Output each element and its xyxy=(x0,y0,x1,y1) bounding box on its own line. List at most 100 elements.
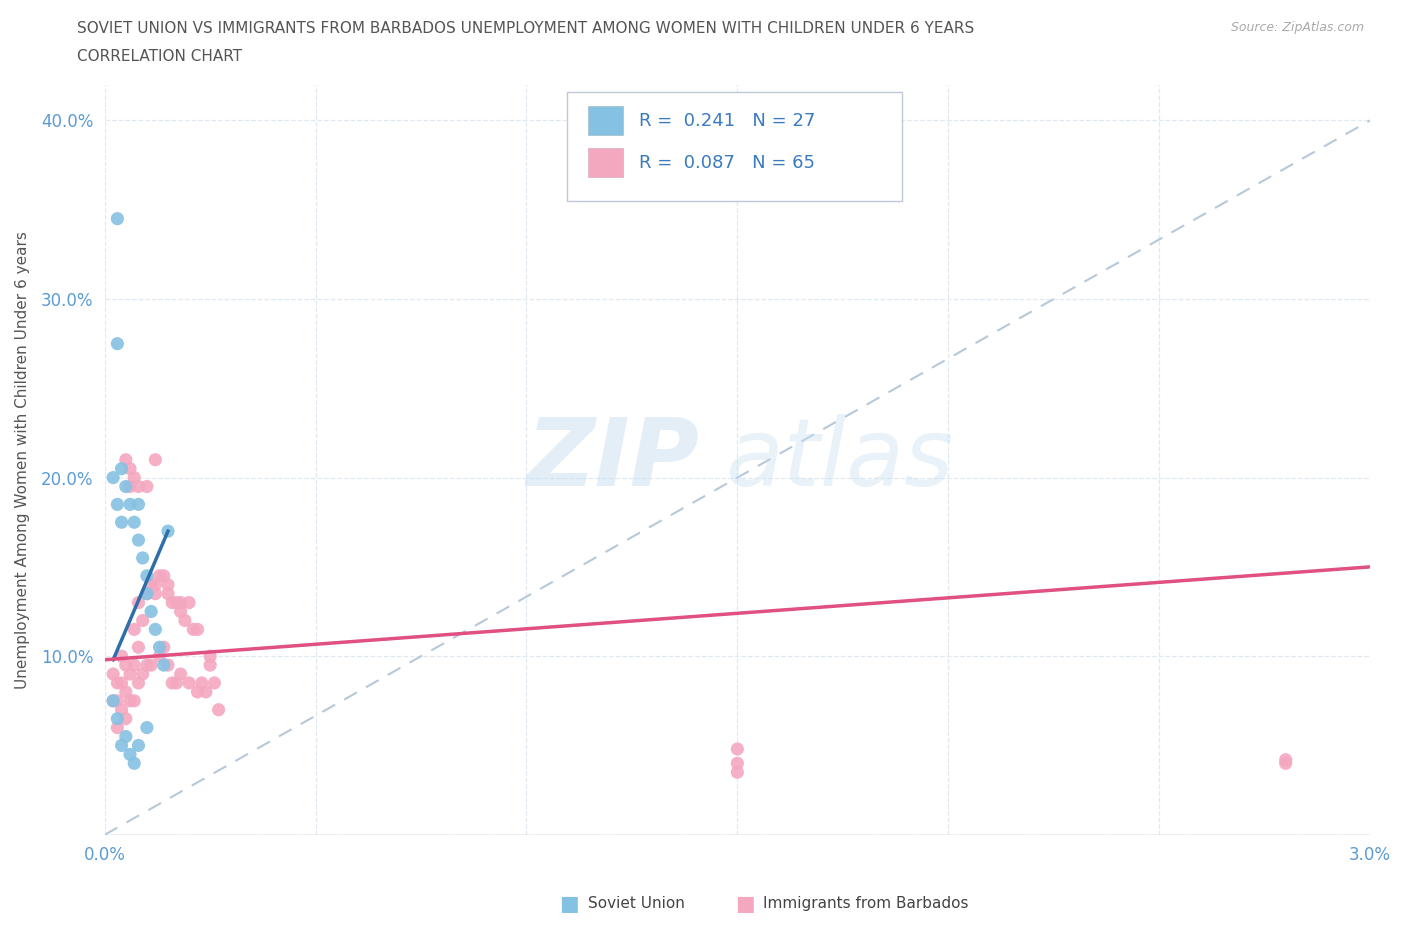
Point xyxy=(105,675,128,690)
Point xyxy=(101,694,124,709)
Point xyxy=(122,694,145,709)
Text: Source: ZipAtlas.com: Source: ZipAtlas.com xyxy=(1230,21,1364,34)
Point xyxy=(143,452,166,467)
Text: SOVIET UNION VS IMMIGRANTS FROM BARBADOS UNEMPLOYMENT AMONG WOMEN WITH CHILDREN : SOVIET UNION VS IMMIGRANTS FROM BARBADOS… xyxy=(77,21,974,36)
Point xyxy=(160,595,183,610)
Point xyxy=(181,622,204,637)
Point xyxy=(122,471,145,485)
Point xyxy=(114,684,136,699)
Point xyxy=(169,595,191,610)
Point xyxy=(127,640,149,655)
Point xyxy=(152,568,174,583)
Point xyxy=(114,479,136,494)
Point xyxy=(725,741,748,756)
Point xyxy=(198,649,221,664)
Point xyxy=(152,658,174,672)
Point xyxy=(118,747,141,762)
Point xyxy=(169,604,191,619)
Point xyxy=(127,738,149,753)
Point xyxy=(156,586,179,601)
Point xyxy=(139,658,162,672)
Point xyxy=(139,604,162,619)
Point xyxy=(156,578,179,592)
Point xyxy=(122,515,145,530)
Point xyxy=(177,595,200,610)
Text: ■: ■ xyxy=(560,894,579,914)
Y-axis label: Unemployment Among Women with Children Under 6 years: Unemployment Among Women with Children U… xyxy=(15,231,30,689)
Point xyxy=(202,675,225,690)
Point xyxy=(148,568,170,583)
Point xyxy=(177,675,200,690)
Point xyxy=(114,658,136,672)
Point xyxy=(122,756,145,771)
Text: atlas: atlas xyxy=(724,414,953,505)
Point xyxy=(118,667,141,682)
Point xyxy=(156,524,179,538)
Point xyxy=(127,595,149,610)
Point xyxy=(131,613,153,628)
Point xyxy=(139,578,162,592)
Point xyxy=(135,568,157,583)
Point xyxy=(165,595,187,610)
Point xyxy=(156,658,179,672)
Point xyxy=(127,479,149,494)
Text: Soviet Union: Soviet Union xyxy=(588,897,685,911)
Text: ZIP: ZIP xyxy=(526,414,699,506)
Point xyxy=(101,694,124,709)
Point xyxy=(114,729,136,744)
Point xyxy=(118,497,141,512)
Point xyxy=(1274,756,1296,771)
FancyBboxPatch shape xyxy=(588,107,623,135)
Point xyxy=(198,658,221,672)
Point xyxy=(105,497,128,512)
Point xyxy=(110,675,132,690)
FancyBboxPatch shape xyxy=(588,149,623,177)
Text: CORRELATION CHART: CORRELATION CHART xyxy=(77,49,242,64)
Point xyxy=(169,667,191,682)
Point xyxy=(135,720,157,735)
Point xyxy=(143,622,166,637)
Point xyxy=(186,622,208,637)
FancyBboxPatch shape xyxy=(567,92,901,201)
Point xyxy=(190,675,212,690)
Point xyxy=(135,586,157,601)
Point xyxy=(127,533,149,548)
Point xyxy=(194,684,217,699)
Point xyxy=(135,586,157,601)
Point xyxy=(173,613,195,628)
Point xyxy=(101,471,124,485)
Point xyxy=(118,479,141,494)
Point xyxy=(110,738,132,753)
Point xyxy=(131,551,153,565)
Point xyxy=(105,711,128,726)
Point xyxy=(118,694,141,709)
Point xyxy=(725,764,748,779)
Point xyxy=(110,515,132,530)
Point xyxy=(135,658,157,672)
Text: R =  0.241   N = 27: R = 0.241 N = 27 xyxy=(638,112,815,130)
Point xyxy=(114,711,136,726)
Point xyxy=(186,684,208,699)
Point xyxy=(105,211,128,226)
Point xyxy=(105,720,128,735)
Point xyxy=(110,649,132,664)
Point xyxy=(105,337,128,352)
Point xyxy=(148,649,170,664)
Point xyxy=(152,640,174,655)
Text: ■: ■ xyxy=(735,894,755,914)
Point xyxy=(725,756,748,771)
Point xyxy=(207,702,229,717)
Point xyxy=(114,452,136,467)
Point xyxy=(160,675,183,690)
Point xyxy=(101,667,124,682)
Point xyxy=(148,640,170,655)
Point xyxy=(143,586,166,601)
Point xyxy=(127,675,149,690)
Point xyxy=(110,702,132,717)
Point xyxy=(122,658,145,672)
Point xyxy=(165,675,187,690)
Point xyxy=(118,461,141,476)
Point xyxy=(1274,752,1296,767)
Text: Immigrants from Barbados: Immigrants from Barbados xyxy=(763,897,969,911)
Point xyxy=(143,578,166,592)
